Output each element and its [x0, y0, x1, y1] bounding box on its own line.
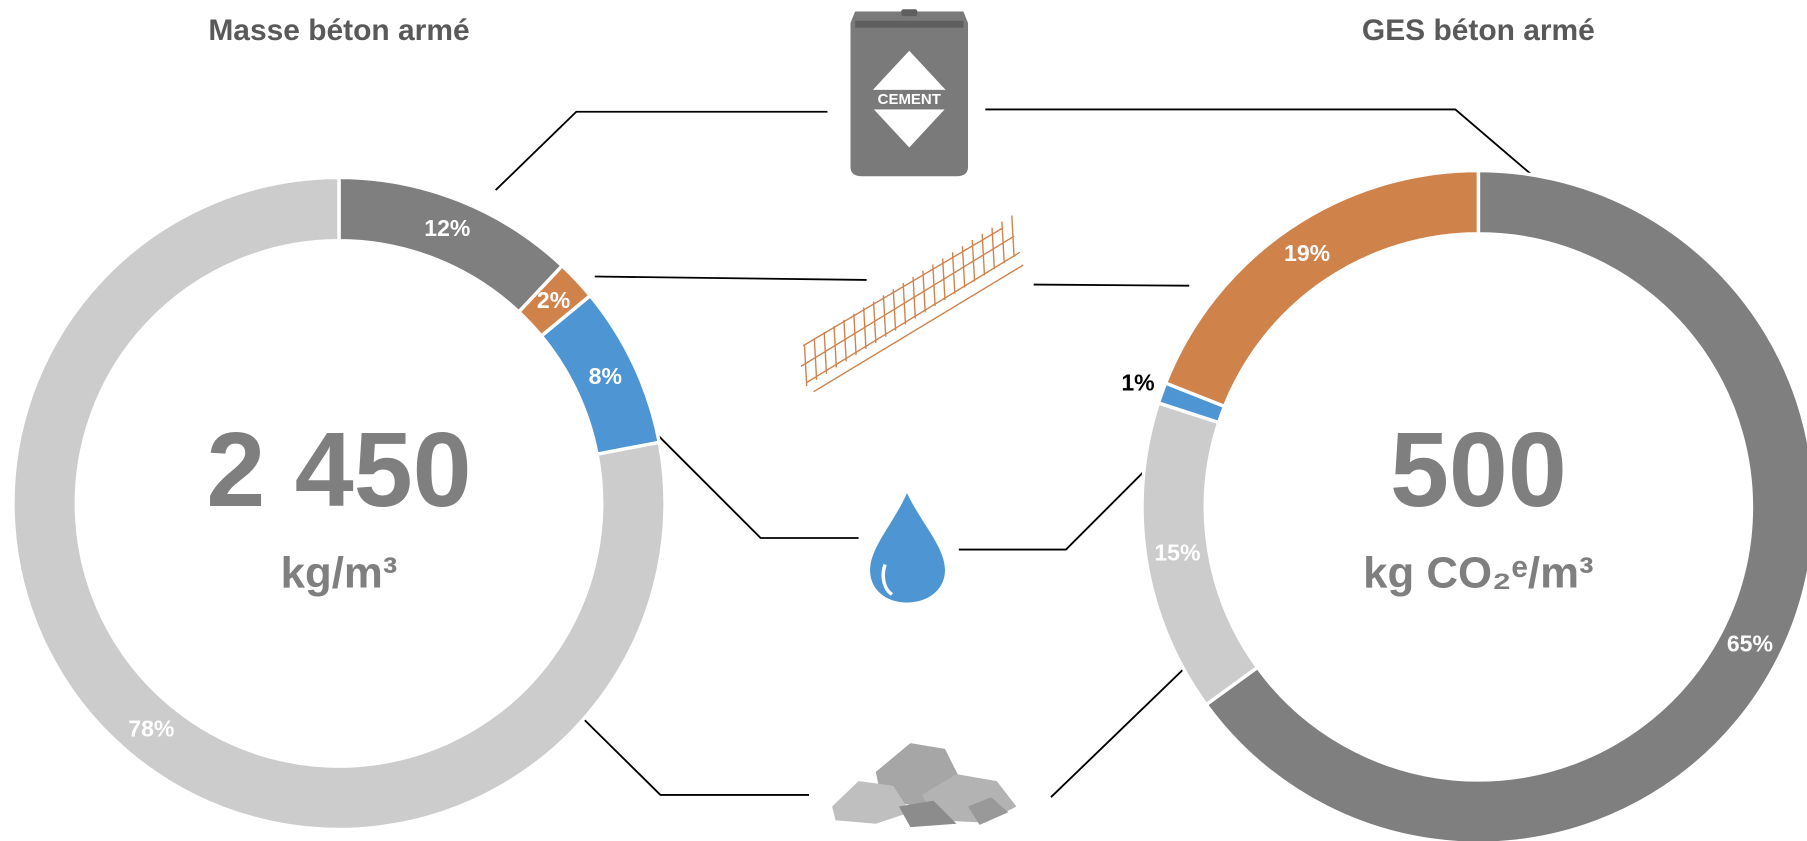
chart-title: GES béton armé [1362, 14, 1595, 47]
rebar-stirrup [941, 258, 946, 300]
cement-bag-icon: CEMENT [850, 9, 969, 177]
rebar-stirrup [991, 227, 996, 270]
center-value: 2 450 [206, 411, 471, 529]
donut-segment [1203, 168, 1807, 841]
center-unit: kg CO₂ᵉ/m³ [1363, 549, 1593, 598]
rebar-stirrup [951, 252, 956, 294]
data-label: 1% [1121, 369, 1154, 395]
donut-segment [11, 175, 667, 832]
rebar-stirrup [932, 264, 936, 307]
rebar-stirrup [882, 295, 887, 337]
rebar-stirrup [823, 332, 828, 374]
water-drop-icon [870, 493, 945, 603]
rebar-icon [800, 215, 1024, 393]
rebar-stirrup [803, 344, 808, 386]
rebar-stirrup [981, 233, 986, 276]
rebar-stirrup [833, 325, 838, 368]
rebar-stirrup [902, 282, 907, 325]
rebar-stirrup [853, 313, 857, 356]
rebar-stirrup [1001, 221, 1005, 264]
donut-segment [337, 175, 565, 315]
water-drop-highlight [881, 563, 894, 596]
center-value: 500 [1390, 411, 1567, 529]
rebar-stirrup [922, 270, 926, 313]
cement-label: CEMENT [878, 91, 941, 108]
chart-title: Masse béton armé [208, 14, 469, 47]
rebar-stirrup [843, 319, 847, 362]
rebar-stirrup [1011, 215, 1015, 257]
rocks-icon [832, 743, 1017, 828]
rebar-stirrup [961, 246, 966, 288]
rebar-stirrup [912, 276, 917, 319]
data-label: 15% [1154, 540, 1200, 566]
data-label: 12% [424, 215, 470, 241]
data-label: 19% [1284, 240, 1330, 266]
data-label: 78% [128, 715, 174, 741]
data-label: 8% [589, 363, 622, 389]
rebar-stirrup [872, 301, 877, 343]
data-label: 65% [1727, 630, 1773, 656]
center-unit: kg/m³ [281, 549, 398, 598]
data-label: 2% [537, 287, 570, 313]
rebar-stirrup [813, 338, 818, 380]
rebar-stirrup [892, 289, 897, 331]
rebar-stirrup [862, 307, 867, 350]
donut-segment [1163, 168, 1481, 409]
rebar-stirrup [971, 239, 976, 282]
